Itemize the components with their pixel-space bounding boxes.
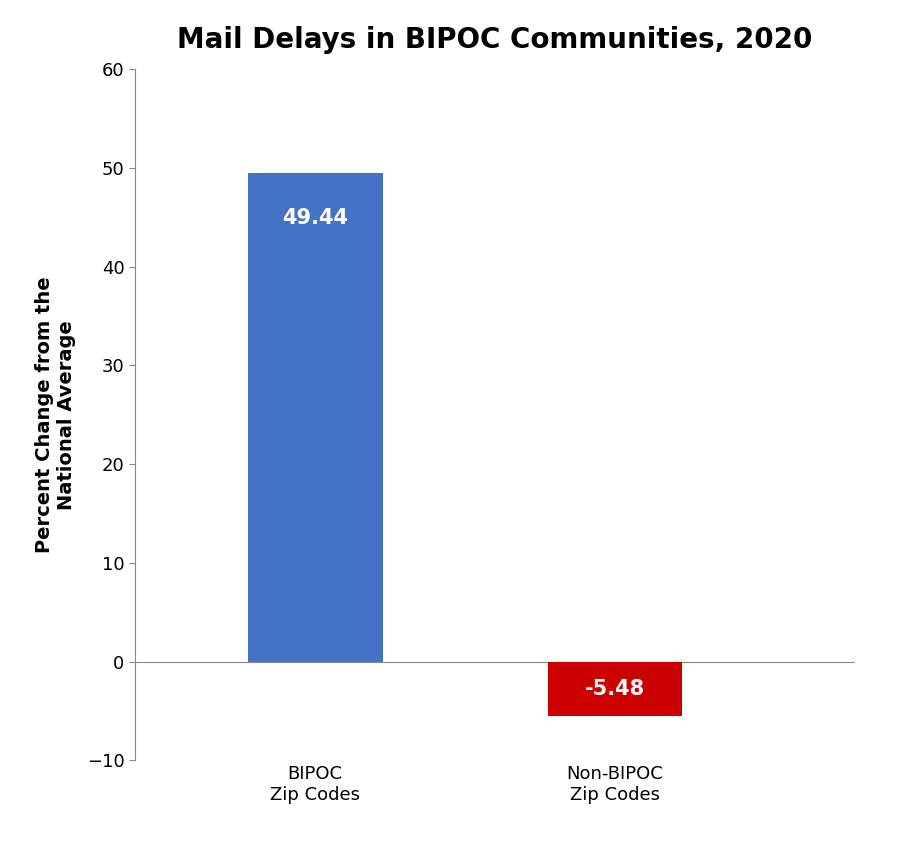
Bar — [248, 174, 382, 662]
Title: Mail Delays in BIPOC Communities, 2020: Mail Delays in BIPOC Communities, 2020 — [177, 26, 813, 54]
Bar — [547, 662, 682, 715]
Text: -5.48: -5.48 — [585, 678, 645, 699]
Y-axis label: Percent Change from the
National Average: Percent Change from the National Average — [35, 276, 76, 553]
Text: 49.44: 49.44 — [282, 208, 348, 228]
